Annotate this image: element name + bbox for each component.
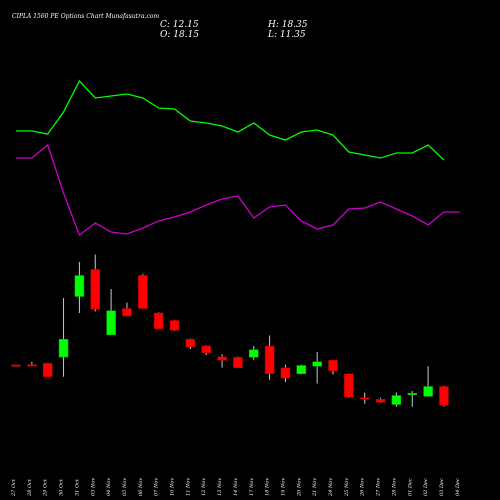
candle-body: [42, 363, 53, 377]
candle-body: [312, 361, 322, 367]
candle-body: [359, 397, 370, 400]
x-tick-label: 19 Nov: [280, 478, 286, 496]
x-tick-label: 13 Nov: [217, 478, 223, 496]
candle-body: [439, 386, 449, 406]
x-tick-label: 28 Oct: [27, 478, 33, 497]
open-readout: O: 18.15: [160, 30, 199, 40]
x-tick-label: 28 Nov: [391, 478, 397, 497]
candlestick-series: [11, 254, 449, 407]
chart-title: CIPLA 1560 PE Options Chart Munafasutra.…: [12, 13, 159, 20]
indicator-lines: [16, 79, 460, 237]
candle-body: [74, 275, 85, 297]
lower-indicator-line: [16, 143, 460, 237]
x-tick-label: 30 Oct: [59, 478, 65, 496]
x-tick-label: 03 Nov: [90, 478, 96, 496]
candle-body: [27, 364, 37, 367]
close-readout: C: 12.15: [160, 20, 199, 30]
x-tick-label: 07 Nov: [154, 478, 160, 496]
candle-body: [185, 339, 196, 347]
x-tick-label: 21 Nov: [312, 478, 318, 497]
x-tick-label: 01 Dec: [407, 478, 413, 496]
x-tick-label: 31 Oct: [74, 478, 80, 496]
low-readout: L: 11.35: [267, 30, 306, 40]
x-tick-label: 25 Nov: [344, 478, 350, 497]
x-tick-label: 04 Nov: [106, 478, 112, 496]
x-tick-label: 26 Nov: [360, 478, 366, 497]
candle-body: [344, 373, 354, 398]
x-axis-labels: 27 Oct 28 Oct 29 Oct 30 Oct 31 Oct 03 Nov 04 N…: [11, 478, 461, 497]
candle-body: [90, 269, 100, 310]
x-tick-label: 27 Nov: [376, 478, 382, 497]
candle-body: [391, 395, 402, 405]
candle-body: [138, 275, 148, 309]
x-tick-label: 11 Nov: [185, 478, 191, 496]
x-tick-label: 05 Nov: [122, 478, 128, 496]
candle-body: [249, 349, 259, 358]
candle-body: [280, 367, 291, 379]
candle-body: [264, 345, 275, 374]
candle-body: [233, 357, 243, 368]
x-tick-label: 24 Nov: [328, 478, 334, 497]
candle-body: [423, 386, 433, 397]
candle-body: [58, 339, 69, 358]
candle-body: [328, 360, 338, 371]
x-tick-label: 06 Nov: [138, 478, 144, 496]
x-tick-label: 03 Dec: [439, 478, 445, 496]
candle-body: [201, 345, 211, 353]
upper-indicator-line: [16, 79, 445, 161]
candle-body: [11, 364, 21, 367]
x-tick-label: 04 Dec: [455, 478, 461, 496]
candle-body: [407, 393, 417, 395]
high-readout: H: 18.35: [267, 20, 308, 30]
x-tick-label: 12 Nov: [201, 478, 207, 496]
candle-body: [106, 310, 116, 335]
x-tick-label: 02 Dec: [423, 478, 429, 496]
candle-body: [169, 320, 180, 331]
candle-body: [153, 312, 164, 329]
x-tick-label: 20 Nov: [296, 478, 302, 497]
candle-body: [296, 365, 307, 374]
x-tick-label: 27 Oct: [11, 478, 17, 497]
candle-body: [122, 308, 132, 317]
x-tick-label: 17 Nov: [249, 478, 255, 496]
x-tick-label: 18 Nov: [265, 478, 271, 496]
x-tick-label: 29 Oct: [43, 478, 49, 497]
candle-body: [217, 356, 227, 361]
x-tick-label: 10 Nov: [170, 478, 176, 496]
candle-body: [375, 399, 386, 403]
x-tick-label: 14 Nov: [233, 478, 239, 496]
